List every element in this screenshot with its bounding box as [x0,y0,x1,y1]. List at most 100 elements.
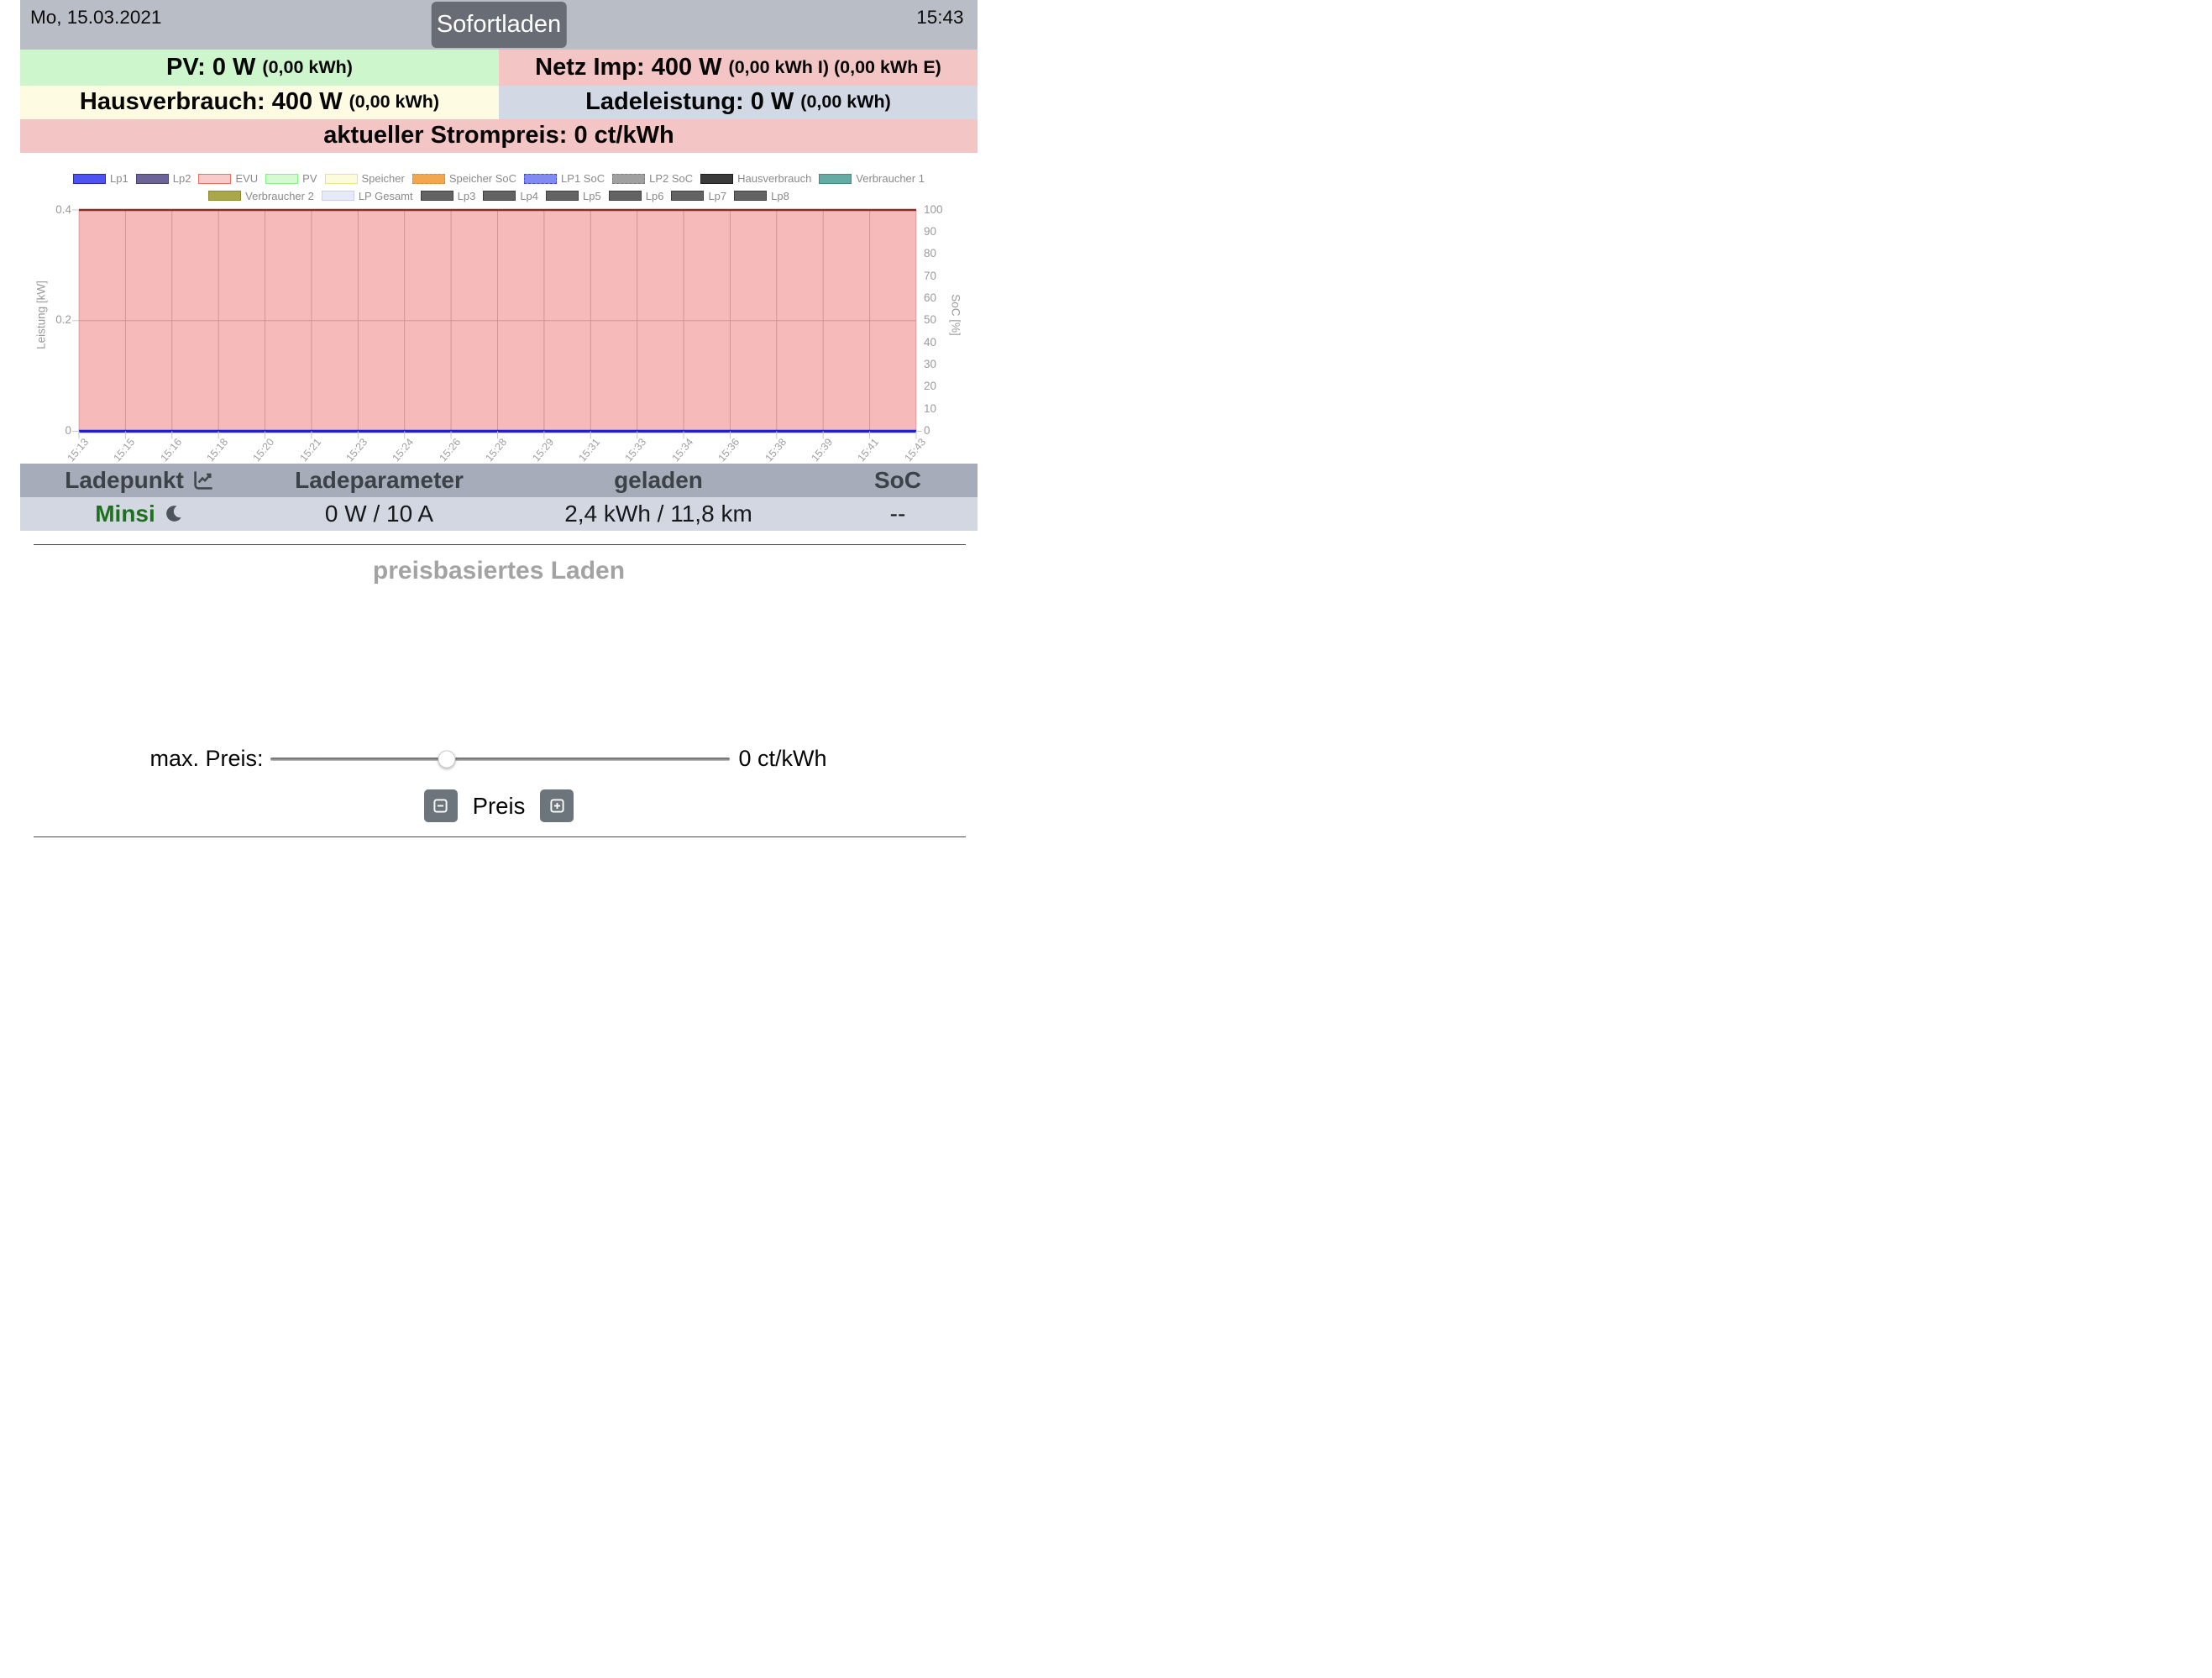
price-increase-button[interactable] [540,789,574,822]
legend-label: Lp1 [110,172,128,185]
legend-swatch [524,173,558,184]
legend-item-hausverbrauch[interactable]: Hausverbrauch [700,172,811,185]
electricity-price-text: aktueller Strompreis: 0 ct/kWh [323,122,674,149]
page: Mo, 15.03.2021 Sofortladen 15:43 PV: 0 W… [20,0,978,839]
legend-label: Lp6 [645,189,664,202]
power-chart: Lp1 Lp2 EVU PV Speicher Speicher SoC LP1 SoC LP… [20,153,978,464]
legend-label: Verbraucher 2 [245,189,314,202]
legend-item-lp3[interactable]: Lp3 [420,190,475,202]
x-axis-tick: 15:13 [65,436,91,464]
x-axis-tick: 15:36 [715,436,742,464]
legend-row: Lp1 Lp2 EVU PV Speicher Speicher SoC LP1 SoC LP… [20,172,978,186]
legend-item-speicher-soc[interactable]: Speicher SoC [411,172,517,185]
x-axis-tick: 15:31 [576,436,603,464]
current-time: 15:43 [916,7,964,28]
x-axis-tick: 15:28 [483,436,510,464]
max-price-value: 0 ct/kWh [738,746,827,771]
x-axis-tick: 15:41 [855,436,882,464]
x-axis-tick: 15:29 [530,436,556,464]
charge-mode-button[interactable]: Sofortladen [431,2,567,48]
pv-power-main: PV: 0 W [166,53,256,81]
y-axis-right-tick: 0 [924,424,930,437]
legend-label: LP1 SoC [561,172,605,185]
x-axis-tick: 15:39 [809,436,836,464]
price-section-heading: preisbasiertes Laden [372,556,626,585]
legend-label: Lp4 [520,189,539,202]
legend-swatch [265,173,299,184]
x-axis-tick: 15:33 [622,436,649,464]
legend-swatch [324,173,358,184]
legend-item-lp4[interactable]: Lp4 [483,190,538,202]
legend-label: Speicher [361,172,405,185]
legend-item-evu[interactable]: EVU [198,172,258,185]
legend-swatch [208,191,242,201]
legend-swatch [198,173,232,184]
legend-item-lp8[interactable]: Lp8 [734,190,789,202]
legend-item-lp-gesamt[interactable]: LP Gesamt [321,189,413,202]
legend-item-lp7[interactable]: Lp7 [671,190,726,202]
legend-item-lp2-soc[interactable]: LP2 SoC [612,172,693,185]
legend-label: Lp2 [172,172,191,185]
legend-item-verbraucher-1[interactable]: Verbraucher 1 [819,172,925,185]
slider-thumb[interactable] [438,750,456,768]
y-axis-right-tick: 90 [924,224,937,238]
y-axis-right-tick: 40 [924,335,937,349]
column-header-soc[interactable]: SoC [817,463,978,497]
y-axis-right-tick: 10 [924,401,937,415]
y-axis-right-tick: 30 [924,357,937,370]
legend-swatch [546,191,579,201]
grid-power-cell: Netz Imp: 400 W (0,00 kWh I) (0,00 kWh E) [499,49,978,86]
legend-label: Verbraucher 1 [856,172,925,185]
x-axis-tick: 15:15 [111,436,138,464]
max-price-slider[interactable] [270,750,730,768]
pv-power-cell: PV: 0 W (0,00 kWh) [20,49,499,86]
legend-item-lp2[interactable]: Lp2 [135,172,191,185]
chargepoint-table: Ladepunkt Ladeparameter geladen SoC Mins… [20,463,978,531]
legend-swatch [73,173,107,184]
plus-square-icon [550,799,564,813]
house-power-main: Hausverbrauch: 400 W [79,88,343,115]
y-axis-right-title: SoC [%] [949,294,962,336]
legend-swatch [135,173,169,184]
legend-item-lp1[interactable]: Lp1 [73,172,128,185]
legend-label: Lp7 [708,189,727,202]
price-decrease-button[interactable] [424,789,458,822]
legend-label: Hausverbrauch [737,172,812,185]
chart-plot-area [72,208,922,438]
legend-label: Speicher SoC [448,172,517,185]
y-axis-right-tick: 70 [924,269,937,282]
legend-swatch [734,191,768,201]
y-axis-right-tick: 20 [924,380,937,393]
charge-power-detail: (0,00 kWh) [800,92,891,112]
chargepoint-name-cell[interactable]: Minsi [20,496,259,531]
pv-power-detail: (0,00 kWh) [262,56,353,77]
x-axis-tick: 15:23 [343,436,370,464]
house-power-cell: Hausverbrauch: 400 W (0,00 kWh) [20,85,499,119]
legend-item-speicher[interactable]: Speicher [324,172,405,185]
legend-item-pv[interactable]: PV [265,172,317,185]
y-axis-left-tick: 0.2 [55,313,71,327]
legend-item-lp5[interactable]: Lp5 [546,190,601,202]
x-axis-tick: 15:34 [669,436,696,464]
y-axis-right-tick: 50 [924,313,937,327]
column-header-ladeparameter[interactable]: Ladeparameter [259,463,499,497]
chargepoint-params: 0 W / 10 A [259,496,499,531]
legend-item-verbraucher-2[interactable]: Verbraucher 2 [208,190,314,202]
legend-item-lp1-soc[interactable]: LP1 SoC [524,172,605,185]
legend-label: LP Gesamt [358,189,413,202]
max-price-label: max. Preis: [149,746,264,771]
y-axis-right-tick: 100 [924,202,943,216]
legend-item-lp6[interactable]: Lp6 [608,189,664,202]
grid-power-detail: (0,00 kWh I) (0,00 kWh E) [728,56,941,77]
electricity-price-bar: aktueller Strompreis: 0 ct/kWh [20,118,978,153]
minus-square-icon [433,799,448,813]
y-axis-left-tick: 0.4 [55,202,71,216]
column-header-geladen[interactable]: geladen [499,463,818,497]
bottom-divider [33,836,966,837]
legend-swatch [612,173,646,184]
legend-row: Verbraucher 2 LP Gesamt Lp3 Lp4 Lp5 Lp6 Lp7 Lp8 [20,189,978,202]
y-axis-left-tick: 0 [65,424,71,437]
charge-power-cell: Ladeleistung: 0 W (0,00 kWh) [499,85,978,119]
column-header-ladepunkt[interactable]: Ladepunkt [20,463,259,497]
moon-icon [165,506,181,522]
